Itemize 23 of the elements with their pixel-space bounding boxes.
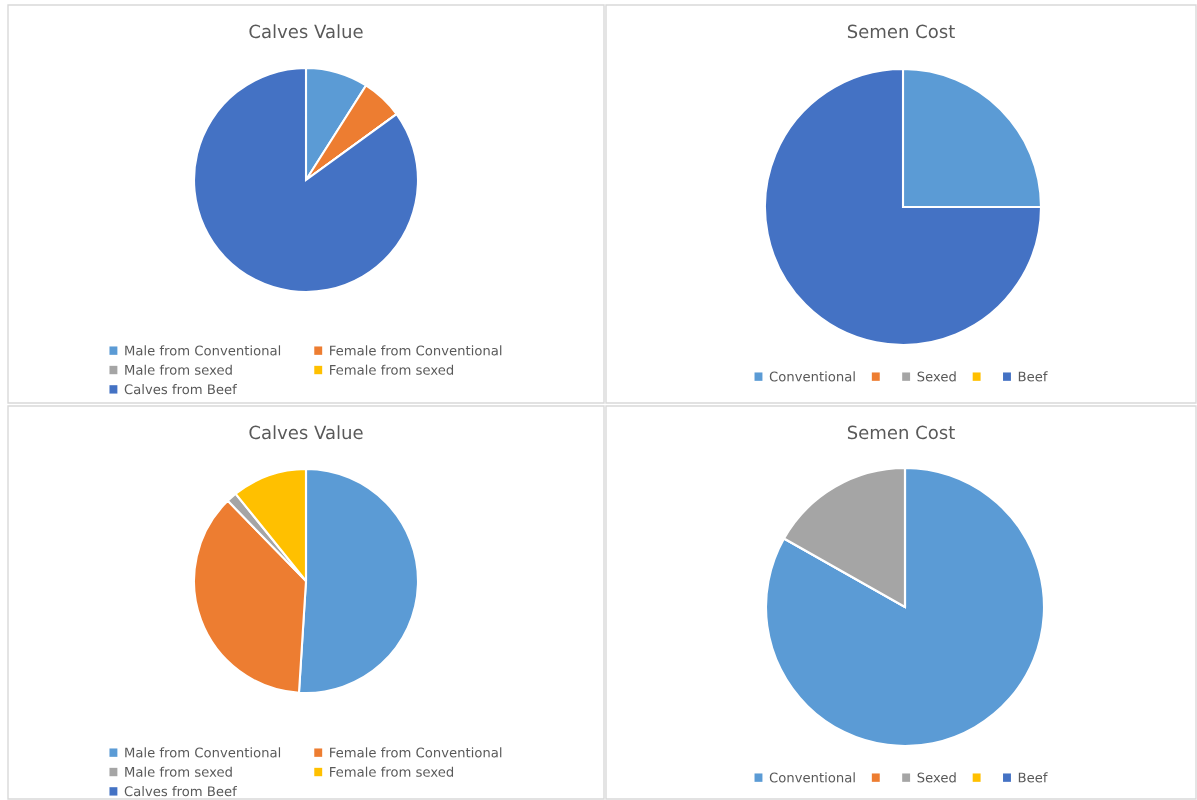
legend-label: Conventional bbox=[769, 371, 855, 382]
legend-label: Female from Conventional bbox=[330, 747, 502, 758]
chart-title: Calves Value bbox=[249, 24, 363, 39]
legend-label: Calves from Beef bbox=[124, 786, 238, 797]
chart-title: Semen Cost bbox=[847, 24, 955, 39]
legend-label: Sexed bbox=[917, 371, 956, 382]
legend-label: Sexed bbox=[917, 772, 956, 783]
legend-label: Male from sexed bbox=[125, 364, 232, 375]
legend-label: Conventional bbox=[769, 772, 855, 783]
legend-label: Beef bbox=[1018, 772, 1048, 783]
pie-slice bbox=[764, 466, 1046, 748]
pie-slice bbox=[763, 67, 1043, 347]
legend-label: Beef bbox=[1018, 371, 1048, 382]
legend-label: Female from Conventional bbox=[330, 345, 502, 356]
chart-title: Calves Value bbox=[249, 425, 363, 440]
legend-label: Male from Conventional bbox=[125, 747, 281, 758]
legend-label: Male from Conventional bbox=[125, 345, 281, 356]
legend-label: Female from sexed bbox=[330, 766, 454, 777]
pie-slice bbox=[192, 66, 420, 294]
chart-title: Semen Cost bbox=[847, 425, 955, 440]
legend-label: Male from sexed bbox=[125, 766, 232, 777]
legend-label: Female from sexed bbox=[330, 364, 454, 375]
legend-label: Calves from Beef bbox=[124, 384, 238, 395]
